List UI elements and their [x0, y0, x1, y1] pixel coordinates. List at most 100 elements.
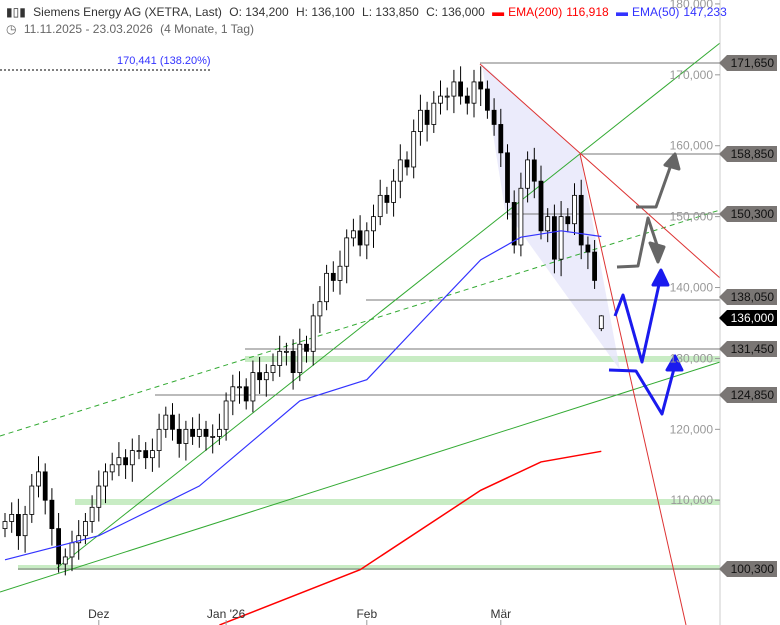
arrow-head-icon [665, 354, 684, 372]
candle [511, 202, 517, 246]
price-tag-100300: 100,300 [719, 561, 777, 577]
candle [183, 428, 189, 444]
ema50-line [4, 230, 602, 561]
candle [109, 464, 115, 473]
candle [223, 400, 229, 430]
period-text: (4 Monate, 1 Tag) [160, 22, 255, 36]
date-range-text: 11.11.2025 - 23.03.2026 [23, 22, 153, 36]
support-band-100 [18, 565, 720, 570]
candle [62, 556, 68, 565]
candle [190, 428, 196, 437]
current-price-tag: 136,000 [719, 310, 777, 326]
candle [304, 343, 309, 352]
candle [116, 457, 122, 466]
candle [364, 230, 370, 246]
candle [558, 216, 564, 260]
candle [337, 265, 343, 281]
candle [123, 457, 128, 466]
y-tick-label: 160,000 [670, 139, 714, 153]
instrument-title: Siemens Energy AG (XETRA, Last) [33, 5, 222, 19]
candle [83, 521, 88, 537]
candle [411, 131, 417, 168]
candle [344, 237, 350, 267]
candle [29, 485, 35, 515]
candle [531, 159, 537, 182]
scenario-arrow-blue-1 [613, 279, 662, 364]
candle [230, 386, 236, 402]
y-tick-label: 150,000 [670, 210, 714, 224]
y-tick-label: 170,000 [670, 68, 714, 82]
candle [458, 81, 464, 97]
candle [565, 216, 571, 225]
y-tick-label: 120,000 [670, 422, 714, 436]
candle [9, 514, 15, 522]
candle [49, 499, 55, 529]
candle [42, 471, 48, 501]
candle [552, 216, 557, 260]
candlestick-icon: ▮▯▮ [6, 5, 26, 19]
scenario-arrow-gray-2 [636, 161, 674, 209]
candle [96, 485, 102, 508]
candle [89, 506, 95, 522]
trendline-long [0, 361, 721, 593]
candle [297, 343, 303, 374]
arrow-head-icon [651, 268, 670, 287]
shaded-projection-area [482, 64, 620, 370]
candle [538, 180, 544, 232]
candle [36, 471, 41, 487]
candle [196, 428, 202, 437]
candle [15, 514, 21, 537]
candle [69, 542, 75, 558]
candle [598, 315, 604, 330]
x-tick-label: Feb [356, 607, 377, 621]
candle [417, 109, 423, 132]
y-tick-label: 180,000 [670, 0, 714, 11]
resistance-line [479, 63, 721, 279]
candle [350, 230, 356, 239]
price-tag-124850: 124,850 [719, 387, 777, 403]
candle [431, 102, 437, 125]
candle [578, 194, 584, 246]
high-value: H: 136,100 [295, 5, 355, 19]
candle [478, 81, 484, 90]
candle [176, 428, 182, 444]
candle [210, 436, 216, 438]
candle [257, 372, 263, 381]
y-tick-label: 130,000 [670, 351, 714, 365]
candle [170, 414, 175, 430]
x-tick-label: Dez [88, 607, 109, 621]
ema50-legend-icon: ▬ [616, 5, 629, 19]
open-value: O: 134,200 [229, 5, 289, 19]
price-tag-158850: 158,850 [719, 146, 777, 162]
date-range: ◷ 11.11.2025 - 23.03.2026 (4 Monate, 1 T… [6, 22, 258, 36]
candle [277, 350, 283, 366]
candle [404, 159, 410, 168]
candle [270, 365, 276, 374]
support-band-110 [75, 499, 720, 505]
candle [391, 180, 397, 203]
candle [484, 88, 490, 111]
candle [384, 194, 390, 203]
candle [585, 244, 591, 253]
scenario-arrow-gray-1 [616, 216, 659, 269]
ema200-line [219, 450, 602, 625]
candle [22, 514, 28, 537]
candle [143, 450, 149, 459]
candle [283, 350, 289, 353]
candle [149, 450, 155, 459]
arrow-head-icon [663, 152, 681, 171]
candle [156, 428, 162, 451]
candle [357, 230, 363, 246]
close-value: C: 136,000 [426, 5, 485, 19]
trendline-steep [56, 42, 721, 569]
price-tag-150300: 150,300 [719, 206, 777, 222]
candle [76, 535, 82, 544]
ema50-value: 147,233 [683, 5, 727, 19]
candle [243, 386, 249, 402]
candle [498, 124, 504, 154]
candle [203, 428, 209, 437]
candle [464, 95, 470, 104]
candle [250, 372, 256, 402]
arrow-head-icon [648, 241, 666, 264]
